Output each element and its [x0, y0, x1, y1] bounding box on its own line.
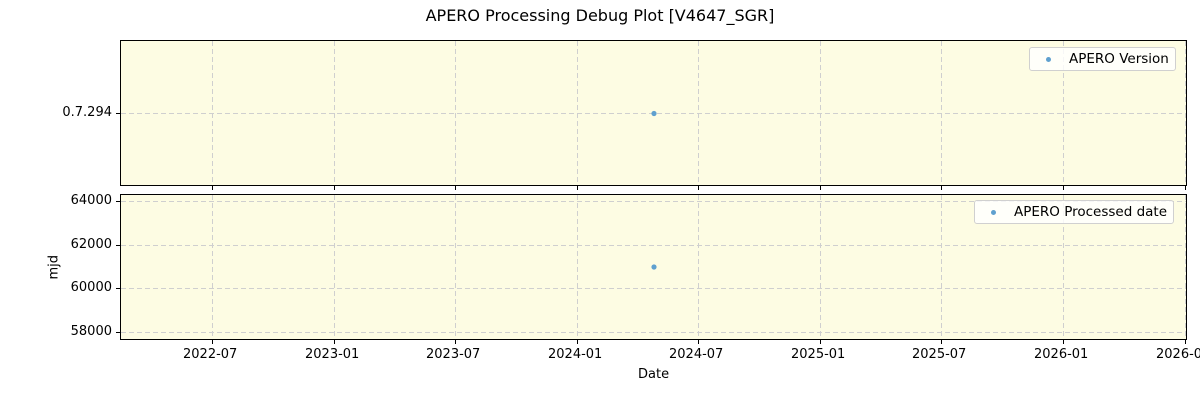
legend-bottom: APERO Processed date [974, 200, 1175, 224]
legend-top: APERO Version [1029, 47, 1176, 71]
x-tick-label: 2026-0 [1156, 347, 1200, 362]
data-point [651, 264, 657, 270]
legend-marker-icon [991, 209, 996, 215]
chart-title: APERO Processing Debug Plot [V4647_SGR] [425, 6, 775, 25]
x-tick-label: 2024-07 [669, 347, 724, 362]
x-axis-label: Date [638, 367, 670, 382]
y-tick-label: 0.7.294 [62, 105, 112, 120]
y-tick-label: 64000 [70, 193, 112, 208]
legend-label: APERO Processed date [1014, 204, 1168, 220]
y-axis-label: mjd [46, 254, 62, 280]
x-tick-label: 2026-01 [1034, 347, 1089, 362]
x-tick-label: 2025-07 [912, 347, 967, 362]
data-point [651, 110, 657, 117]
x-tick-label: 2025-01 [791, 347, 846, 362]
legend-marker-icon [1046, 56, 1051, 62]
top-axes [116, 40, 1187, 190]
bottom-grid [121, 195, 1186, 339]
y-tick-label: 62000 [70, 237, 112, 252]
x-tick-label: 2023-01 [305, 347, 360, 362]
x-tick-label: 2024-01 [548, 347, 603, 362]
x-tick-label: 2022-07 [183, 347, 238, 362]
y-tick-label: 58000 [70, 324, 112, 339]
x-tick-label: 2023-07 [426, 347, 481, 362]
y-tick-label: 60000 [70, 280, 112, 295]
legend-label: APERO Version [1069, 51, 1169, 67]
